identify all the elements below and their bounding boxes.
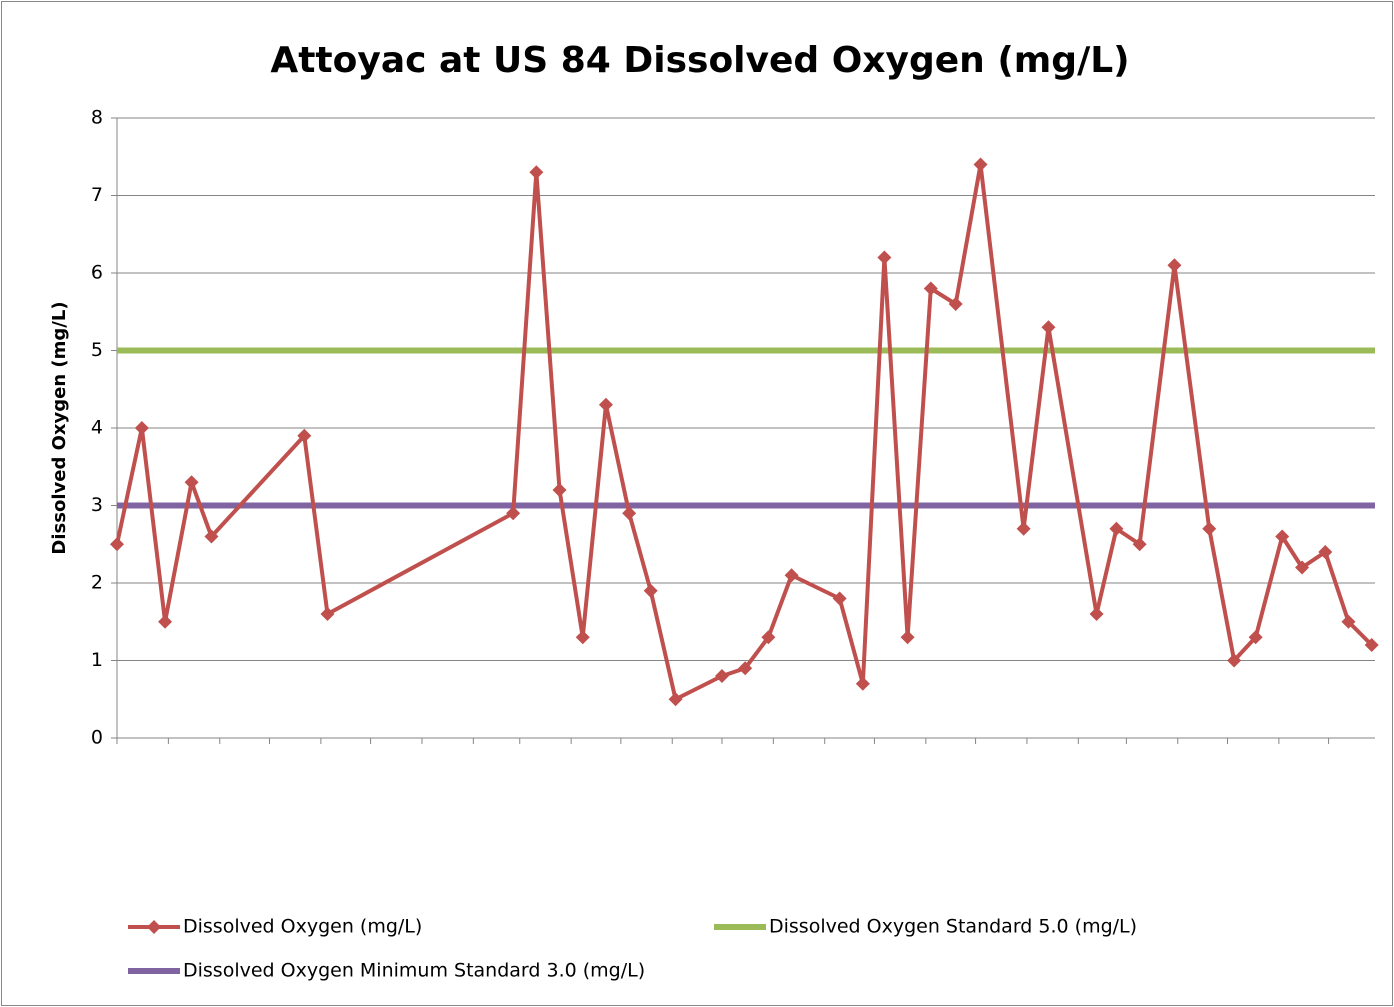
data-point xyxy=(158,614,173,629)
y-tick-label: 6 xyxy=(91,262,103,284)
data-point xyxy=(529,165,544,180)
data-point xyxy=(973,157,988,172)
data-point xyxy=(1041,320,1056,335)
data-point xyxy=(204,529,219,544)
data-point xyxy=(1227,653,1242,668)
y-tick-label: 7 xyxy=(91,184,103,206)
data-point xyxy=(184,475,199,490)
data-point xyxy=(1318,545,1333,559)
y-tick-label: 1 xyxy=(91,649,103,671)
y-axis-label: Dissolved Oxygen (mg/L) xyxy=(49,301,70,554)
data-point xyxy=(714,669,729,683)
y-tick-label: 3 xyxy=(91,494,103,516)
data-point xyxy=(320,607,335,621)
y-tick-label: 5 xyxy=(91,339,103,361)
data-point xyxy=(110,537,124,552)
data-point xyxy=(948,297,963,311)
data-point xyxy=(1341,614,1356,629)
data-point xyxy=(598,397,613,412)
legend-marker xyxy=(147,920,161,934)
data-point xyxy=(1295,560,1310,575)
series-line xyxy=(115,162,1374,702)
y-tick-label: 0 xyxy=(91,727,103,749)
data-point xyxy=(643,583,658,598)
data-point xyxy=(1275,529,1290,544)
data-point xyxy=(134,421,149,435)
data-point xyxy=(668,692,683,707)
data-point xyxy=(923,281,938,296)
legend-label: Dissolved Oxygen Standard 5.0 (mg/L) xyxy=(769,916,1137,938)
data-point xyxy=(1202,521,1217,536)
data-point xyxy=(1132,537,1147,552)
data-point xyxy=(1109,521,1124,536)
data-point xyxy=(622,506,637,521)
data-point xyxy=(297,428,312,443)
data-point xyxy=(900,630,915,645)
data-point xyxy=(575,630,590,645)
legend-label: Dissolved Oxygen (mg/L) xyxy=(183,916,422,938)
data-point xyxy=(1016,521,1031,536)
data-point xyxy=(761,630,776,645)
data-point xyxy=(855,676,870,691)
data-point xyxy=(506,506,521,521)
y-tick-label: 2 xyxy=(91,572,103,594)
data-point xyxy=(1248,630,1263,645)
data-point xyxy=(1364,638,1379,652)
data-point xyxy=(1167,258,1182,273)
data-point xyxy=(832,591,847,606)
chart-title: Attoyac at US 84 Dissolved Oxygen (mg/L) xyxy=(270,40,1129,81)
y-tick-label: 8 xyxy=(91,107,103,129)
y-tick-label: 4 xyxy=(91,417,103,439)
data-point xyxy=(552,483,567,497)
data-point xyxy=(738,661,753,676)
data-point xyxy=(877,250,892,265)
data-point xyxy=(1089,607,1104,621)
legend-label: Dissolved Oxygen Minimum Standard 3.0 (m… xyxy=(183,960,645,982)
data-point xyxy=(784,568,799,583)
